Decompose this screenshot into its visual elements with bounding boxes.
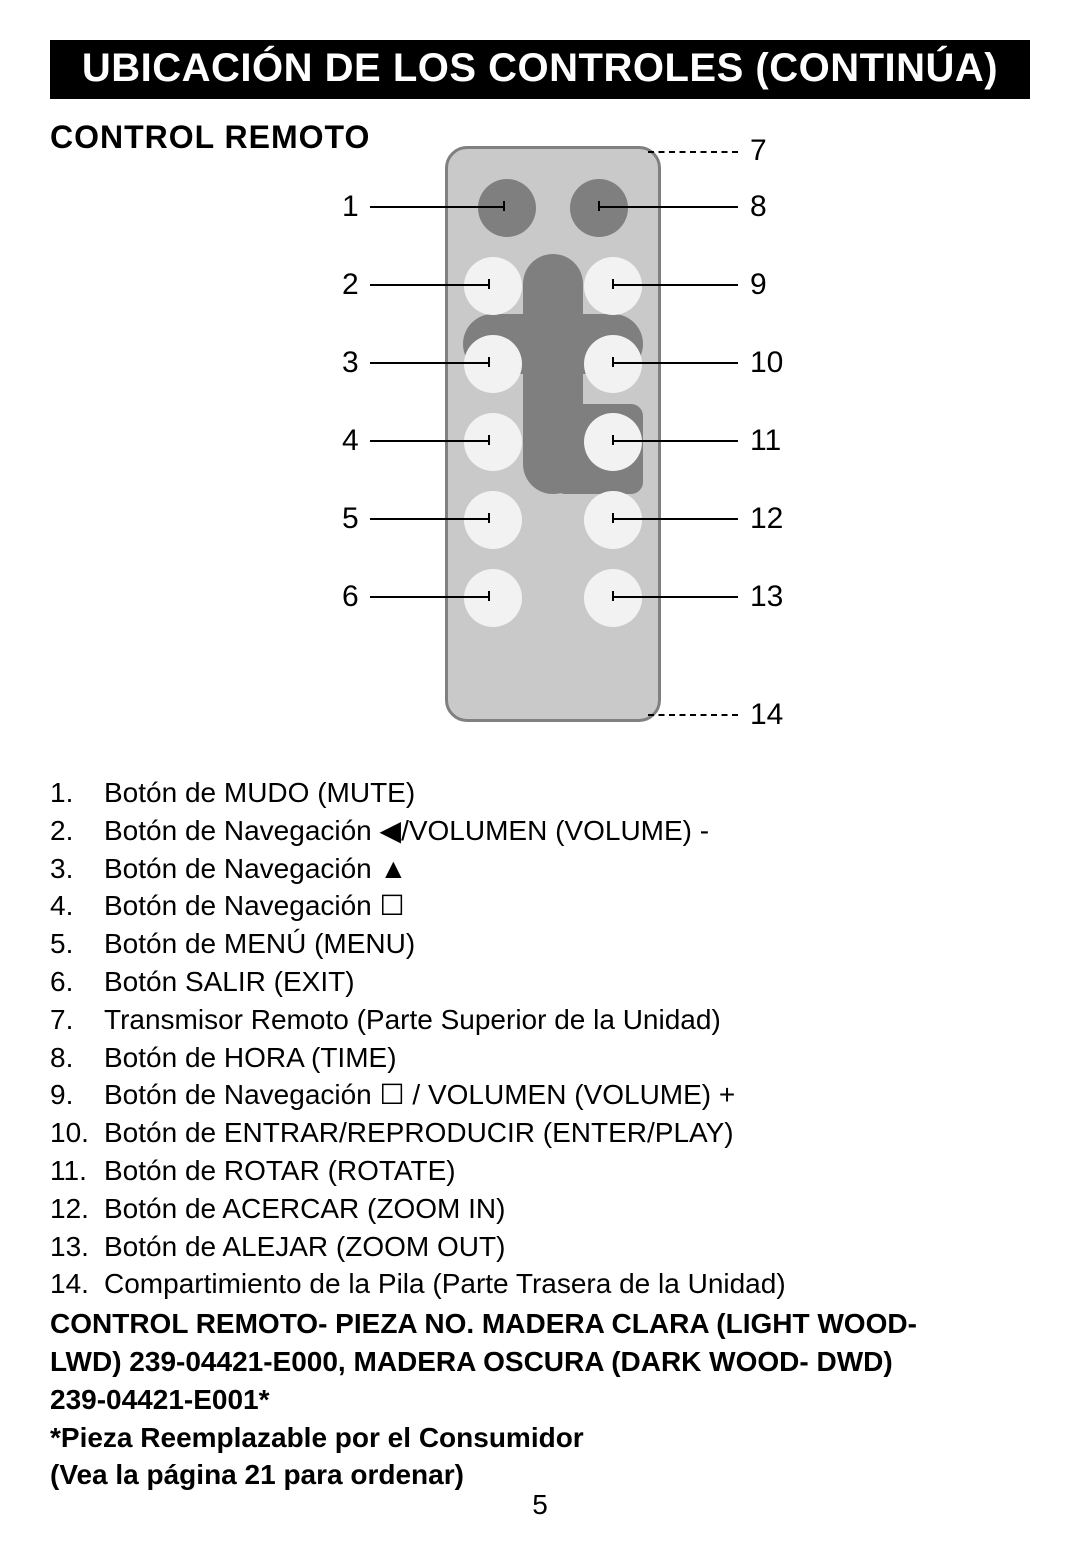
list-item-2: 2.Botón de Navegación ◀/VOLUMEN (VOLUME)… xyxy=(50,812,1030,850)
list-item-4: 4.Botón de Navegación ☐ xyxy=(50,887,1030,925)
list-text: Botón de Navegación ◀/VOLUMEN (VOLUME) - xyxy=(104,812,709,850)
list-num: 11. xyxy=(50,1152,104,1190)
list-text: Compartimiento de la Pila (Parte Trasera… xyxy=(104,1265,786,1303)
remote-body xyxy=(445,146,661,722)
callout-tick-5 xyxy=(488,513,490,523)
list-item-10: 10.Botón de ENTRAR/REPRODUCIR (ENTER/PLA… xyxy=(50,1114,1030,1152)
callout-line-11 xyxy=(612,440,738,442)
callout-num-4: 4 xyxy=(342,424,359,458)
list-item-5: 5.Botón de MENÚ (MENU) xyxy=(50,925,1030,963)
callout-line-8 xyxy=(598,206,738,208)
callout-tick-1 xyxy=(503,201,505,211)
list-text: Botón de Navegación ☐ xyxy=(104,887,405,925)
list-item-7: 7.Transmisor Remoto (Parte Superior de l… xyxy=(50,1001,1030,1039)
remote-diagram: 1 2 3 4 5 6 7 8 9 xyxy=(50,146,1030,766)
callout-line-1 xyxy=(370,206,505,208)
btn-nav-left xyxy=(464,257,522,315)
callout-num-10: 10 xyxy=(750,346,783,380)
list-num: 5. xyxy=(50,925,104,963)
btn-nav-up xyxy=(464,335,522,393)
callout-num-7: 7 xyxy=(750,134,767,168)
list-text: Botón de HORA (TIME) xyxy=(104,1039,397,1077)
list-num: 2. xyxy=(50,812,104,850)
callout-num-12: 12 xyxy=(750,502,783,536)
btn-nav-square xyxy=(464,413,522,471)
list-num: 14. xyxy=(50,1265,104,1303)
callout-tick-8 xyxy=(598,201,600,211)
list-text: Botón de Navegación ▲ xyxy=(104,850,407,888)
callout-tick-3 xyxy=(488,357,490,367)
list-item-13: 13.Botón de ALEJAR (ZOOM OUT) xyxy=(50,1228,1030,1266)
callout-tick-6 xyxy=(488,591,490,601)
list-item-11: 11.Botón de ROTAR (ROTATE) xyxy=(50,1152,1030,1190)
callout-line-6 xyxy=(370,596,490,598)
callout-line-3 xyxy=(370,362,490,364)
callout-line-4 xyxy=(370,440,490,442)
callout-tick-2 xyxy=(488,279,490,289)
list-item-12: 12.Botón de ACERCAR (ZOOM IN) xyxy=(50,1190,1030,1228)
list-text: Botón SALIR (EXIT) xyxy=(104,963,355,1001)
callout-num-5: 5 xyxy=(342,502,359,536)
control-list: 1.Botón de MUDO (MUTE) 2.Botón de Navega… xyxy=(50,774,1030,1303)
list-text: Transmisor Remoto (Parte Superior de la … xyxy=(104,1001,721,1039)
list-num: 9. xyxy=(50,1076,104,1114)
callout-line-14 xyxy=(648,714,738,716)
callout-num-8: 8 xyxy=(750,190,767,224)
callout-line-7 xyxy=(648,151,738,153)
list-item-14: 14.Compartimiento de la Pila (Parte Tras… xyxy=(50,1265,1030,1303)
callout-num-11: 11 xyxy=(750,424,781,458)
list-item-3: 3.Botón de Navegación ▲ xyxy=(50,850,1030,888)
list-num: 7. xyxy=(50,1001,104,1039)
callout-num-14: 14 xyxy=(750,698,783,732)
list-num: 4. xyxy=(50,887,104,925)
callout-num-3: 3 xyxy=(342,346,359,380)
callout-tick-13 xyxy=(612,591,614,601)
list-item-6: 6.Botón SALIR (EXIT) xyxy=(50,963,1030,1001)
callout-num-1: 1 xyxy=(342,190,359,224)
footer-line-1: CONTROL REMOTO- PIEZA NO. MADERA CLARA (… xyxy=(50,1305,1030,1343)
list-text: Botón de ROTAR (ROTATE) xyxy=(104,1152,456,1190)
list-item-8: 8.Botón de HORA (TIME) xyxy=(50,1039,1030,1077)
callout-tick-11 xyxy=(612,435,614,445)
callout-num-2: 2 xyxy=(342,268,359,302)
footer-line-4: *Pieza Reemplazable por el Consumidor xyxy=(50,1419,1030,1457)
list-item-9: 9.Botón de Navegación ☐ / VOLUMEN (VOLUM… xyxy=(50,1076,1030,1114)
list-num: 1. xyxy=(50,774,104,812)
list-text: Botón de ENTRAR/REPRODUCIR (ENTER/PLAY) xyxy=(104,1114,734,1152)
callout-num-6: 6 xyxy=(342,580,359,614)
callout-num-9: 9 xyxy=(750,268,767,302)
callout-num-13: 13 xyxy=(750,580,783,614)
list-text: Botón de ACERCAR (ZOOM IN) xyxy=(104,1190,505,1228)
callout-tick-9 xyxy=(612,279,614,289)
list-num: 3. xyxy=(50,850,104,888)
callout-line-9 xyxy=(612,284,738,286)
part-number-info: CONTROL REMOTO- PIEZA NO. MADERA CLARA (… xyxy=(50,1305,1030,1494)
list-text: Botón de ALEJAR (ZOOM OUT) xyxy=(104,1228,505,1266)
callout-line-2 xyxy=(370,284,490,286)
btn-exit xyxy=(464,569,522,627)
callout-line-10 xyxy=(612,362,738,364)
footer-line-3: 239-04421-E001* xyxy=(50,1381,1030,1419)
callout-tick-4 xyxy=(488,435,490,445)
callout-tick-12 xyxy=(612,513,614,523)
callout-tick-10 xyxy=(612,357,614,367)
page-number: 5 xyxy=(0,1489,1080,1521)
list-text: Botón de Navegación ☐ / VOLUMEN (VOLUME)… xyxy=(104,1076,735,1114)
list-num: 12. xyxy=(50,1190,104,1228)
list-num: 10. xyxy=(50,1114,104,1152)
list-item-1: 1.Botón de MUDO (MUTE) xyxy=(50,774,1030,812)
callout-line-12 xyxy=(612,518,738,520)
manual-page: UBICACIÓN DE LOS CONTROLES (CONTINÚA) CO… xyxy=(0,0,1080,1541)
btn-mute xyxy=(478,179,536,237)
callout-line-13 xyxy=(612,596,738,598)
list-num: 13. xyxy=(50,1228,104,1266)
list-text: Botón de MENÚ (MENU) xyxy=(104,925,415,963)
btn-menu xyxy=(464,491,522,549)
list-num: 8. xyxy=(50,1039,104,1077)
callout-line-5 xyxy=(370,518,490,520)
footer-line-2: LWD) 239-04421-E000, MADERA OSCURA (DARK… xyxy=(50,1343,1030,1381)
section-title: UBICACIÓN DE LOS CONTROLES (CONTINÚA) xyxy=(50,40,1030,99)
list-text: Botón de MUDO (MUTE) xyxy=(104,774,415,812)
list-num: 6. xyxy=(50,963,104,1001)
